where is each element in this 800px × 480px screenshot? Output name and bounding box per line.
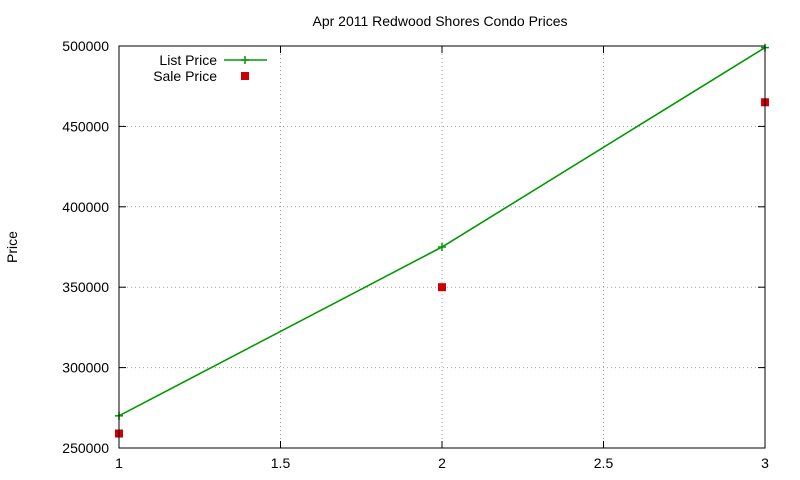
- y-axis-title: Price: [4, 231, 20, 263]
- x-tick-label: 2: [438, 455, 446, 471]
- x-tick-label: 1.5: [271, 455, 291, 471]
- legend-marker: [241, 72, 249, 80]
- y-tick-label: 300000: [62, 360, 109, 376]
- tick-labels: 1 1.5 2 2.5 3 250000 300000 350000 400000 450000 5…: [62, 38, 769, 471]
- y-tick-label: 350000: [62, 279, 109, 295]
- chart-title: Apr 2011 Redwood Shores Condo Prices: [312, 13, 567, 29]
- legend-marker: [241, 56, 249, 64]
- legend-label: List Price: [159, 52, 217, 68]
- legend-label: Sale Price: [153, 68, 217, 84]
- y-tick-label: 500000: [62, 38, 109, 54]
- data-point: [438, 243, 446, 251]
- y-tick-label: 450000: [62, 118, 109, 134]
- x-tick-label: 3: [761, 455, 769, 471]
- plot-frame: [118, 45, 766, 449]
- series-list-price: [115, 43, 769, 420]
- x-tick-label: 1: [115, 455, 123, 471]
- x-tick-label: 2.5: [594, 455, 614, 471]
- y-tick-label: 400000: [62, 199, 109, 215]
- y-tick-label: 250000: [62, 440, 109, 456]
- data-point: [438, 283, 446, 292]
